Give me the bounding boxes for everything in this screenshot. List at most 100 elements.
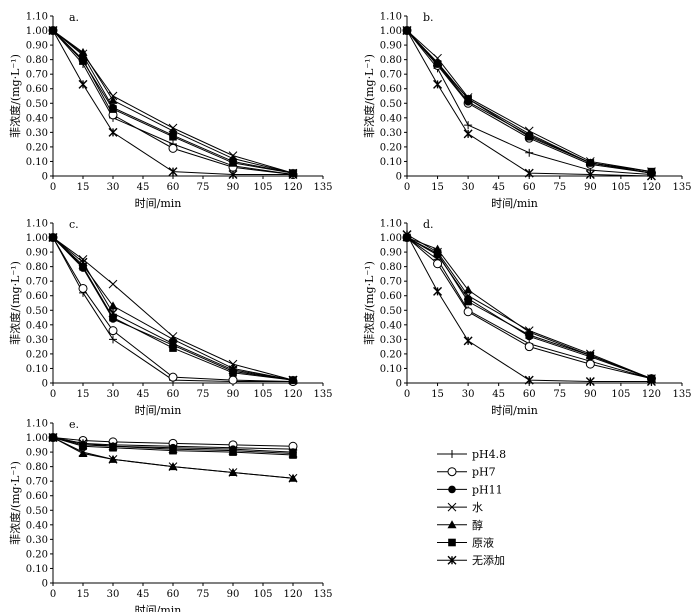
x-axis-label: 时间/min	[135, 197, 182, 210]
y-tick-label: 0.10	[26, 157, 48, 168]
data-point-none	[646, 171, 656, 181]
x-axis-label: 时间/min	[491, 197, 538, 210]
legend-item-water: 水	[437, 501, 483, 514]
y-tick-label: 0.20	[380, 142, 402, 153]
legend-marker-none	[447, 555, 457, 565]
data-point-stock	[229, 159, 237, 167]
data-point-none	[168, 339, 178, 349]
series-line-pH11	[52, 30, 294, 174]
y-tick-label: 0.40	[26, 520, 48, 531]
data-point-stock	[433, 60, 442, 68]
data-point-none	[48, 233, 58, 243]
series-line-pH11	[52, 437, 294, 453]
data-point-none	[108, 308, 118, 318]
y-tick-label: 0.10	[380, 364, 402, 375]
series-line-none	[52, 30, 293, 176]
y-tick-label: 0.30	[26, 128, 48, 139]
series-line-alcohol	[52, 437, 294, 479]
y-tick-label: 0.60	[26, 491, 48, 502]
data-point-none	[585, 170, 595, 180]
x-tick-label: 45	[137, 182, 150, 193]
x-tick-label: 45	[492, 182, 505, 193]
data-point-pH48	[525, 148, 534, 157]
y-tick-label: 0.30	[380, 335, 402, 346]
y-tick-label: 0.80	[26, 55, 48, 66]
series-line-alcohol	[52, 30, 294, 174]
y-tick-label: 0.30	[380, 128, 402, 139]
y-tick-label: 0.90	[26, 448, 48, 459]
y-tick-label: 0	[42, 379, 48, 390]
series-alcohol	[48, 233, 298, 384]
y-tick-label: 0.70	[26, 477, 48, 488]
y-tick-label: 0.80	[380, 55, 402, 66]
y-tick-label: 0.10	[380, 157, 402, 168]
series-line-water	[52, 30, 294, 174]
data-point-stock	[109, 105, 117, 113]
x-tick-label: 0	[404, 182, 410, 193]
x-tick-label: 15	[77, 389, 90, 400]
x-axis-label: 时间/min	[135, 604, 182, 612]
y-tick-label: 0.20	[380, 349, 402, 360]
y-tick-label: 1.00	[26, 433, 48, 444]
x-tick-label: 30	[462, 182, 475, 193]
y-tick-label: 0	[396, 379, 402, 390]
x-tick-label: 30	[462, 389, 475, 400]
data-point-none	[646, 377, 656, 387]
legend-item-pH11: pH11	[437, 483, 503, 496]
panel-letter: e.	[69, 418, 79, 431]
y-tick-label: 0.50	[26, 99, 48, 110]
data-point-alcohol	[168, 462, 178, 471]
y-tick-label: 0	[42, 579, 48, 590]
data-point-pH7	[433, 259, 443, 269]
data-point-alcohol	[288, 473, 298, 482]
legend-item-stock: 原液	[437, 536, 494, 550]
x-tick-label: 15	[431, 182, 444, 193]
data-point-water	[108, 279, 118, 289]
y-tick-label: 0.20	[26, 349, 48, 360]
y-tick-label: 0.20	[26, 549, 48, 560]
x-tick-label: 120	[283, 389, 302, 400]
data-point-stock	[586, 159, 595, 167]
data-point-none	[168, 444, 178, 454]
series-line-alcohol	[52, 237, 294, 381]
legend-label: pH4.8	[472, 448, 506, 461]
x-tick-label: 75	[553, 182, 566, 193]
series-line-stock	[52, 237, 294, 381]
data-point-stock	[169, 132, 177, 141]
data-point-stock	[433, 249, 442, 258]
x-tick-label: 0	[50, 389, 56, 400]
x-tick-label: 60	[523, 182, 536, 193]
x-tick-label: 135	[672, 182, 691, 193]
data-point-alcohol	[108, 301, 118, 310]
y-tick-label: 0.80	[26, 262, 48, 273]
legend-label: 醇	[472, 518, 483, 532]
data-point-alcohol	[78, 47, 88, 56]
series-pH7	[48, 26, 298, 180]
x-tick-label: 15	[77, 589, 90, 600]
legend-label: pH7	[472, 466, 496, 479]
data-point-none	[463, 336, 473, 346]
x-tick-label: 0	[50, 182, 56, 193]
series-line-pH7	[52, 437, 294, 447]
y-tick-label: 1.00	[380, 26, 402, 37]
panel-letter: b.	[423, 11, 434, 24]
legend-marker-pH11	[448, 485, 456, 494]
y-tick-label: 0.40	[380, 113, 402, 124]
x-tick-label: 15	[77, 182, 90, 193]
legend-item-alcohol: 醇	[437, 518, 483, 532]
data-point-none	[463, 129, 473, 139]
series-line-water	[406, 30, 652, 173]
data-point-pH48	[464, 121, 473, 130]
x-tick-label: 0	[404, 389, 410, 400]
series-water	[48, 26, 298, 178]
series-line-pH48	[406, 237, 652, 380]
x-tick-label: 120	[642, 389, 661, 400]
x-tick-label: 75	[197, 182, 210, 193]
y-tick-label: 0.70	[26, 70, 48, 81]
data-point-alcohol	[108, 454, 118, 463]
series-line-pH48	[52, 237, 293, 383]
legend-label: pH11	[472, 483, 503, 496]
x-tick-label: 135	[672, 389, 691, 400]
series-line-stock	[52, 30, 294, 174]
data-point-stock	[525, 331, 534, 339]
